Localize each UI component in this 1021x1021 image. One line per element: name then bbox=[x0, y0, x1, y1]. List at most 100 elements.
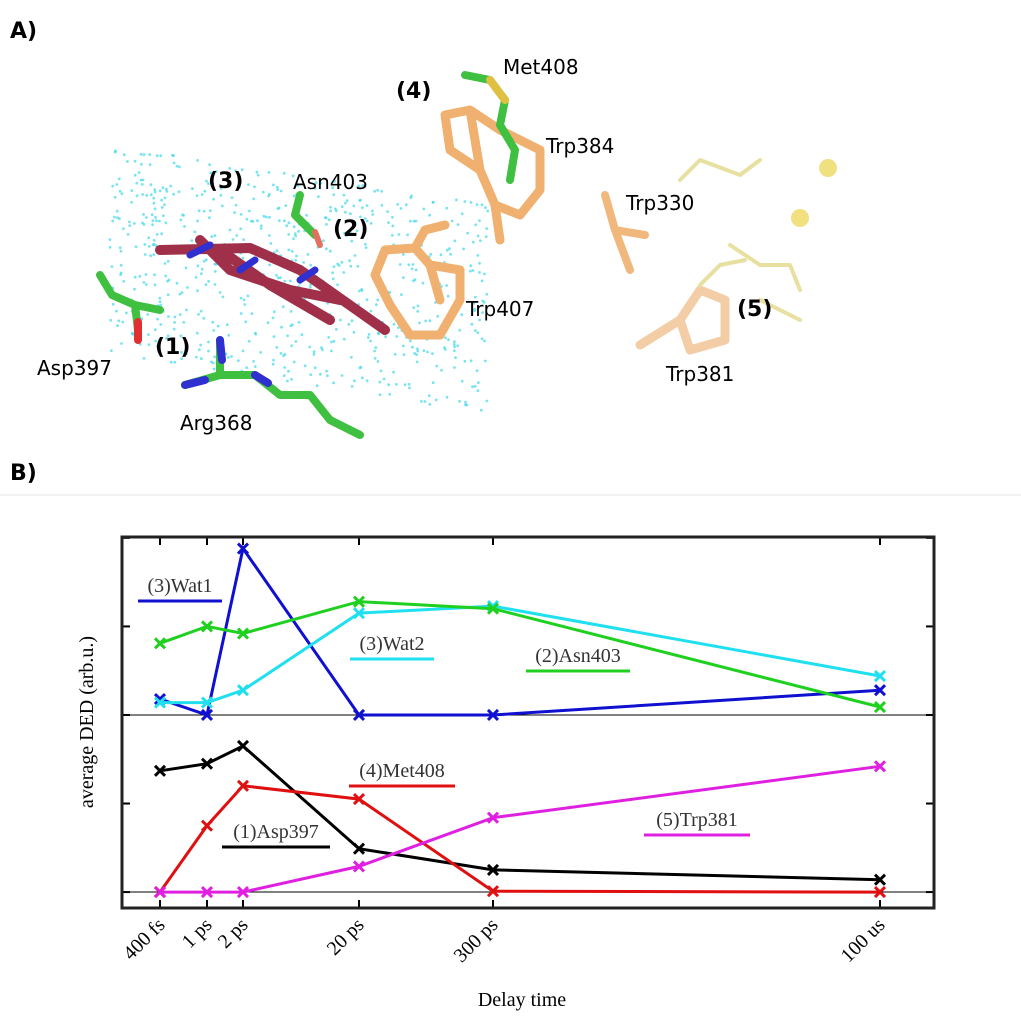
water-dot bbox=[149, 254, 152, 257]
water-dot bbox=[333, 340, 336, 343]
water-dot bbox=[415, 269, 418, 272]
water-dot bbox=[195, 356, 198, 359]
water-dot bbox=[400, 207, 403, 210]
water-dot bbox=[153, 239, 156, 242]
water-dot bbox=[154, 207, 157, 210]
water-dot bbox=[280, 190, 283, 193]
water-dot bbox=[464, 200, 467, 203]
water-dot bbox=[243, 299, 246, 302]
water-dot bbox=[146, 313, 149, 316]
water-dot bbox=[364, 243, 367, 246]
water-dot bbox=[222, 296, 225, 299]
water-dot bbox=[391, 225, 394, 228]
water-dot bbox=[330, 350, 333, 353]
water-dot bbox=[351, 319, 354, 322]
water-dot bbox=[267, 195, 270, 198]
water-dot bbox=[159, 190, 162, 193]
water-dot bbox=[329, 210, 332, 213]
water-dot bbox=[128, 221, 131, 224]
water-dot bbox=[280, 352, 283, 355]
water-dot bbox=[347, 323, 350, 326]
water-dot bbox=[165, 190, 168, 193]
water-dot bbox=[341, 374, 344, 377]
water-dot bbox=[200, 272, 203, 275]
water-dot bbox=[158, 220, 161, 223]
water-dot bbox=[408, 387, 411, 390]
water-dot bbox=[278, 219, 281, 222]
water-dot bbox=[179, 219, 182, 222]
water-dot bbox=[119, 273, 122, 276]
water-dot bbox=[286, 380, 289, 383]
water-dot bbox=[247, 295, 250, 298]
water-dot bbox=[141, 193, 144, 196]
water-dot bbox=[432, 381, 435, 384]
water-dot bbox=[293, 195, 296, 198]
water-dot bbox=[203, 210, 206, 213]
water-dot bbox=[464, 403, 467, 406]
water-dot bbox=[115, 310, 118, 313]
water-dot bbox=[369, 340, 372, 343]
water-dot bbox=[284, 204, 287, 207]
water-dot bbox=[196, 289, 199, 292]
water-dot bbox=[198, 209, 201, 212]
water-dot bbox=[275, 274, 278, 277]
water-dot bbox=[470, 201, 473, 204]
water-dot bbox=[120, 250, 123, 253]
water-dot bbox=[470, 359, 473, 362]
water-dot bbox=[167, 315, 170, 318]
water-dot bbox=[178, 166, 181, 169]
legend-label: (1)Asp397 bbox=[233, 821, 319, 843]
water-dot bbox=[457, 223, 460, 226]
water-dot bbox=[155, 219, 158, 222]
water-dot bbox=[343, 338, 346, 341]
water-dot bbox=[166, 280, 169, 283]
water-dot bbox=[449, 253, 452, 256]
water-dot bbox=[407, 263, 410, 266]
water-dot bbox=[377, 360, 380, 363]
water-dot bbox=[282, 305, 285, 308]
water-dot bbox=[424, 400, 427, 403]
water-dot bbox=[328, 218, 331, 221]
water-dot bbox=[174, 316, 177, 319]
water-dot bbox=[240, 213, 243, 216]
water-dot bbox=[161, 206, 164, 209]
water-dot bbox=[164, 275, 167, 278]
water-dot bbox=[359, 199, 362, 202]
water-dot bbox=[402, 253, 405, 256]
water-dot bbox=[342, 271, 345, 274]
water-dot bbox=[148, 343, 151, 346]
water-dot bbox=[411, 346, 414, 349]
water-dot bbox=[220, 194, 223, 197]
water-dot bbox=[446, 396, 449, 399]
water-dot bbox=[316, 384, 319, 387]
water-dot bbox=[159, 300, 162, 303]
water-dot bbox=[417, 305, 420, 308]
water-dot bbox=[212, 198, 215, 201]
water-dot bbox=[198, 348, 201, 351]
water-dot bbox=[370, 310, 373, 313]
water-dot bbox=[304, 364, 307, 367]
water-dot bbox=[398, 233, 401, 236]
point-marker bbox=[202, 821, 212, 831]
site-label: (3) bbox=[208, 169, 243, 194]
water-dot bbox=[126, 160, 129, 163]
water-dot bbox=[110, 349, 113, 352]
water-dot bbox=[214, 270, 217, 273]
water-dot bbox=[201, 193, 204, 196]
water-dot bbox=[242, 350, 245, 353]
water-dot bbox=[252, 220, 255, 223]
water-dot bbox=[252, 360, 255, 363]
water-dot bbox=[151, 219, 154, 222]
water-dot bbox=[195, 276, 198, 279]
water-dot bbox=[384, 335, 387, 338]
water-dot bbox=[153, 273, 156, 276]
water-dot bbox=[483, 273, 486, 276]
water-dot bbox=[164, 262, 167, 265]
water-dot bbox=[309, 373, 312, 376]
water-dot bbox=[141, 222, 144, 225]
water-dot bbox=[134, 174, 137, 177]
water-dot bbox=[212, 329, 215, 332]
water-dot bbox=[185, 266, 188, 269]
water-dot bbox=[116, 216, 119, 219]
water-dot bbox=[376, 299, 379, 302]
